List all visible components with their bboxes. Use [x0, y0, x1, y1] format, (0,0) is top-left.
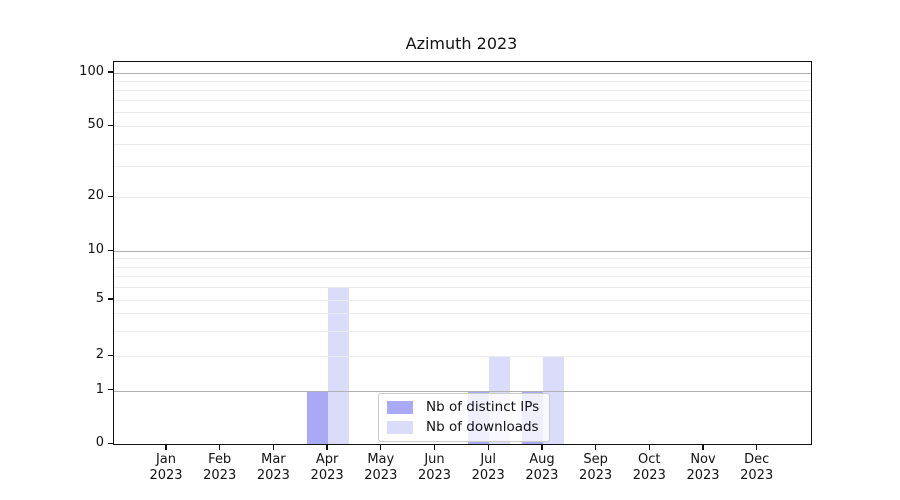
x-tick-may — [380, 445, 382, 450]
x-tick-label-may: May 2023 — [364, 452, 398, 483]
gridline-major-100 — [114, 72, 811, 74]
x-tick-apr — [326, 445, 328, 450]
gridline-minor-40 — [114, 143, 811, 145]
y-tick-5 — [108, 298, 113, 300]
y-tick-0 — [108, 442, 113, 444]
x-tick-mar — [272, 445, 275, 450]
legend: Nb of distinct IPs Nb of downloads — [378, 393, 551, 442]
x-tick-aug — [541, 445, 543, 450]
y-tick-label-1: 1 — [95, 381, 104, 397]
legend-swatch-distinct-ips — [387, 400, 413, 414]
y-tick-20 — [108, 195, 113, 198]
gridline-minor-8 — [114, 266, 811, 268]
x-tick-feb — [219, 445, 221, 450]
gridline-minor-7 — [114, 276, 811, 278]
gridline-minor-2 — [114, 356, 811, 358]
x-tick-jul — [487, 445, 489, 450]
x-tick-label-jul: Jul 2023 — [471, 452, 505, 483]
legend-label-downloads: Nb of downloads — [426, 419, 539, 435]
bar-downloads-apr — [328, 286, 350, 444]
gridline-minor-4 — [114, 313, 811, 315]
x-tick-dec — [756, 445, 758, 450]
y-tick-label-20: 20 — [87, 188, 104, 204]
x-tick-label-dec: Dec 2023 — [740, 452, 774, 483]
y-tick-label-10: 10 — [87, 242, 104, 257]
x-tick-oct — [648, 445, 650, 450]
y-tick-50 — [108, 124, 113, 127]
gridline-major-10 — [114, 251, 811, 252]
y-tick-2 — [108, 354, 113, 357]
legend-label-distinct-ips: Nb of distinct IPs — [426, 399, 540, 415]
x-tick-label-apr: Apr 2023 — [310, 452, 344, 483]
gridline-minor-60 — [114, 112, 811, 114]
y-tick-label-2: 2 — [95, 347, 104, 363]
x-tick-label-feb: Feb 2023 — [203, 452, 237, 483]
gridline-minor-3 — [114, 331, 811, 333]
x-tick-sep — [594, 445, 597, 450]
gridline-major-1 — [114, 390, 811, 392]
x-tick-label-nov: Nov 2023 — [686, 452, 720, 483]
y-tick-label-0: 0 — [95, 435, 104, 450]
y-tick-label-50: 50 — [87, 117, 104, 133]
x-tick-nov — [702, 445, 704, 450]
gridline-minor-70 — [114, 100, 811, 102]
bar-distinct-ips-apr — [307, 390, 329, 444]
legend-swatch-downloads — [387, 420, 413, 434]
legend-item-downloads: Nb of downloads — [387, 418, 539, 436]
x-tick-label-sep: Sep 2023 — [579, 452, 613, 483]
gridline-minor-20 — [114, 197, 811, 199]
x-tick-jun — [433, 445, 436, 450]
y-tick-10 — [108, 249, 113, 251]
x-tick-label-jun: Jun 2023 — [417, 452, 452, 483]
gridline-minor-50 — [114, 126, 811, 128]
x-tick-label-oct: Oct 2023 — [632, 452, 666, 483]
y-tick-label-100: 100 — [79, 63, 104, 79]
plot-area: Nb of distinct IPs Nb of downloads — [113, 61, 812, 445]
gridline-minor-80 — [114, 89, 811, 91]
gridline-minor-6 — [114, 286, 811, 288]
legend-item-distinct-ips: Nb of distinct IPs — [387, 398, 539, 416]
gridline-minor-30 — [114, 165, 811, 167]
x-tick-jan — [165, 445, 167, 450]
x-tick-label-jan: Jan 2023 — [149, 452, 183, 483]
gridline-minor-90 — [114, 80, 811, 82]
y-tick-1 — [108, 389, 113, 391]
chart-title: Azimuth 2023 — [405, 34, 518, 53]
gridline-minor-5 — [114, 299, 811, 301]
y-tick-100 — [108, 71, 113, 73]
y-tick-label-5: 5 — [95, 290, 104, 306]
x-tick-label-aug: Aug 2023 — [525, 452, 559, 483]
x-tick-label-mar: Mar 2023 — [256, 452, 290, 483]
gridline-minor-9 — [114, 258, 811, 260]
